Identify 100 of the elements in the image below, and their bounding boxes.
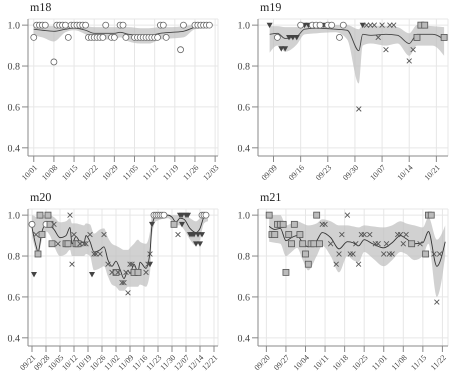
point xyxy=(162,34,170,41)
point xyxy=(440,34,448,41)
point xyxy=(400,240,406,247)
point xyxy=(121,280,127,286)
point xyxy=(266,22,273,28)
point xyxy=(390,22,397,28)
point xyxy=(129,261,135,268)
point xyxy=(34,250,42,258)
point xyxy=(177,46,184,54)
point xyxy=(206,22,213,29)
point xyxy=(417,240,423,247)
point xyxy=(333,261,340,268)
point xyxy=(154,34,161,41)
point xyxy=(280,220,287,228)
point xyxy=(42,22,49,29)
point xyxy=(93,251,99,257)
point xyxy=(81,240,87,247)
point xyxy=(296,231,304,238)
point xyxy=(290,220,298,228)
point xyxy=(180,22,187,29)
point xyxy=(372,240,378,247)
y-tick-label: 0.8 xyxy=(8,252,20,263)
point xyxy=(322,221,328,228)
point xyxy=(299,240,306,248)
point xyxy=(147,251,153,257)
point xyxy=(336,251,342,257)
y-tick-label: 1.0 xyxy=(8,210,20,222)
point xyxy=(408,240,416,248)
chart-title: m21 xyxy=(259,190,282,205)
point xyxy=(383,46,389,53)
point xyxy=(316,22,324,29)
point xyxy=(199,232,205,238)
point xyxy=(358,232,364,238)
point xyxy=(389,251,395,257)
point xyxy=(160,22,167,29)
point xyxy=(55,240,61,247)
point xyxy=(386,22,393,28)
point xyxy=(266,212,273,219)
y-tick-label: 0.4 xyxy=(238,143,250,154)
y-tick-label: 0.4 xyxy=(8,143,20,154)
point xyxy=(149,222,155,228)
point xyxy=(282,46,288,52)
point xyxy=(328,22,336,29)
point xyxy=(282,268,290,276)
point xyxy=(271,231,278,238)
point xyxy=(51,221,57,228)
point xyxy=(356,261,362,268)
point xyxy=(304,260,312,268)
point xyxy=(368,22,374,28)
point xyxy=(384,240,390,247)
point xyxy=(347,251,354,257)
point xyxy=(102,22,110,29)
point xyxy=(197,241,203,247)
y-tick-label: 0.6 xyxy=(238,292,250,304)
chart-title: m19 xyxy=(259,0,282,15)
point xyxy=(406,58,412,64)
point xyxy=(350,251,356,257)
point xyxy=(120,22,126,29)
y-tick-label: 0.6 xyxy=(8,292,20,304)
point xyxy=(179,222,185,228)
point xyxy=(110,34,118,41)
point xyxy=(33,232,39,238)
y-tick-label: 0.4 xyxy=(238,333,250,344)
y-tick-label: 0.6 xyxy=(238,102,250,114)
point xyxy=(285,231,292,238)
point xyxy=(371,22,378,28)
point xyxy=(364,22,370,28)
point xyxy=(125,290,131,296)
point xyxy=(375,240,381,247)
point xyxy=(48,240,56,248)
point xyxy=(375,34,382,40)
point xyxy=(414,34,420,41)
point xyxy=(87,232,93,238)
point xyxy=(421,22,428,29)
point xyxy=(338,232,345,238)
point xyxy=(316,240,323,248)
point xyxy=(101,232,107,238)
point xyxy=(410,46,416,53)
y-tick-label: 1.0 xyxy=(8,20,20,32)
y-tick-label: 0.8 xyxy=(8,62,20,73)
point xyxy=(352,240,359,247)
y-tick-label: 0.6 xyxy=(8,102,20,114)
point xyxy=(313,212,320,219)
point xyxy=(119,280,125,286)
point xyxy=(143,270,149,276)
point xyxy=(82,22,89,29)
point xyxy=(71,232,77,238)
point xyxy=(67,212,73,218)
point xyxy=(105,261,111,268)
point xyxy=(340,22,347,29)
point xyxy=(64,34,72,41)
point xyxy=(69,261,75,268)
point xyxy=(422,250,430,258)
point xyxy=(38,231,46,238)
point xyxy=(28,220,36,228)
y-tick-label: 0.8 xyxy=(238,62,250,73)
y-tick-label: 0.8 xyxy=(238,252,250,263)
point xyxy=(122,34,130,41)
point xyxy=(394,232,401,238)
y-tick-label: 1.0 xyxy=(238,210,250,222)
